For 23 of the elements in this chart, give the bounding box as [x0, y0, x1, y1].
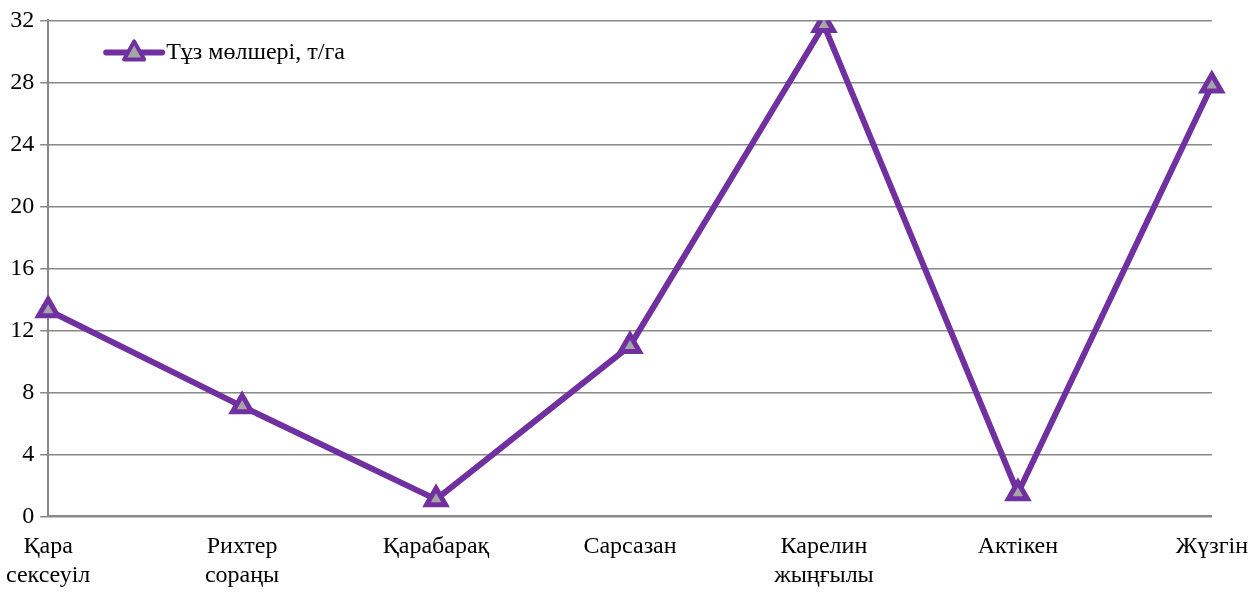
point — [422, 483, 450, 508]
y-tick-label: 32 — [10, 5, 35, 32]
y-tick-label: 24 — [10, 129, 35, 156]
point — [1198, 69, 1226, 94]
point — [617, 332, 643, 354]
point — [1004, 477, 1032, 502]
x-tick-label: Жүзгін — [1175, 532, 1249, 559]
y-tick-label: 20 — [10, 191, 35, 218]
y-tick-label: 4 — [22, 439, 35, 466]
x-tick-label: Сарсазан — [583, 532, 677, 559]
x-tick-label: Актікен — [977, 532, 1059, 559]
y-tick-label: 0 — [22, 501, 35, 528]
y-tick-label: 28 — [10, 67, 35, 94]
point — [34, 294, 61, 319]
legend-label: Тұз мөлшері, т/га — [166, 37, 346, 64]
x-tick-label: Рихтер сораңы — [204, 532, 280, 587]
point — [228, 390, 255, 415]
y-tick-label: 16 — [10, 253, 35, 280]
x-tick-label: Карелин жыңғылы — [773, 532, 874, 587]
x-tick-label: Қара сексеуіл — [6, 532, 91, 587]
y-tick-label: 12 — [10, 315, 35, 342]
y-tick-label: 8 — [22, 377, 35, 404]
x-tick-label: Қарабарақ — [382, 532, 490, 559]
